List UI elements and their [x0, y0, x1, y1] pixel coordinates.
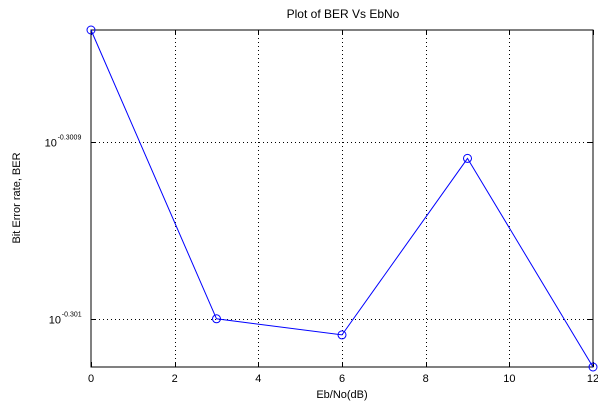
data-point-marker — [86, 25, 96, 35]
data-point-marker — [588, 362, 598, 372]
y-axis-label: Bit Error rate, BER — [11, 152, 23, 243]
y-tick-label-exponent: -0.3009 — [58, 135, 82, 142]
y-tick-label-base: 10 — [45, 138, 57, 150]
x-tick-label: 10 — [503, 373, 515, 385]
x-axis-label: Eb/No(dB) — [316, 389, 367, 401]
data-point-marker — [337, 330, 347, 340]
series-layer — [86, 25, 598, 372]
x-tick-label: 8 — [423, 373, 429, 385]
grid — [91, 30, 593, 367]
x-tick-label: 0 — [88, 373, 94, 385]
data-point-marker — [212, 314, 221, 324]
x-tick-label: 2 — [172, 373, 178, 385]
data-point-marker — [463, 153, 472, 163]
x-tick-label: 4 — [255, 373, 261, 385]
y-tick-label-exponent: -0.301 — [62, 312, 82, 319]
x-tick-label: 6 — [339, 373, 345, 385]
chart-title: Plot of BER Vs EbNo — [287, 7, 400, 21]
x-tick-label: 12 — [587, 373, 598, 385]
series-line — [90, 29, 594, 368]
y-tick-label-base: 10 — [49, 315, 61, 327]
